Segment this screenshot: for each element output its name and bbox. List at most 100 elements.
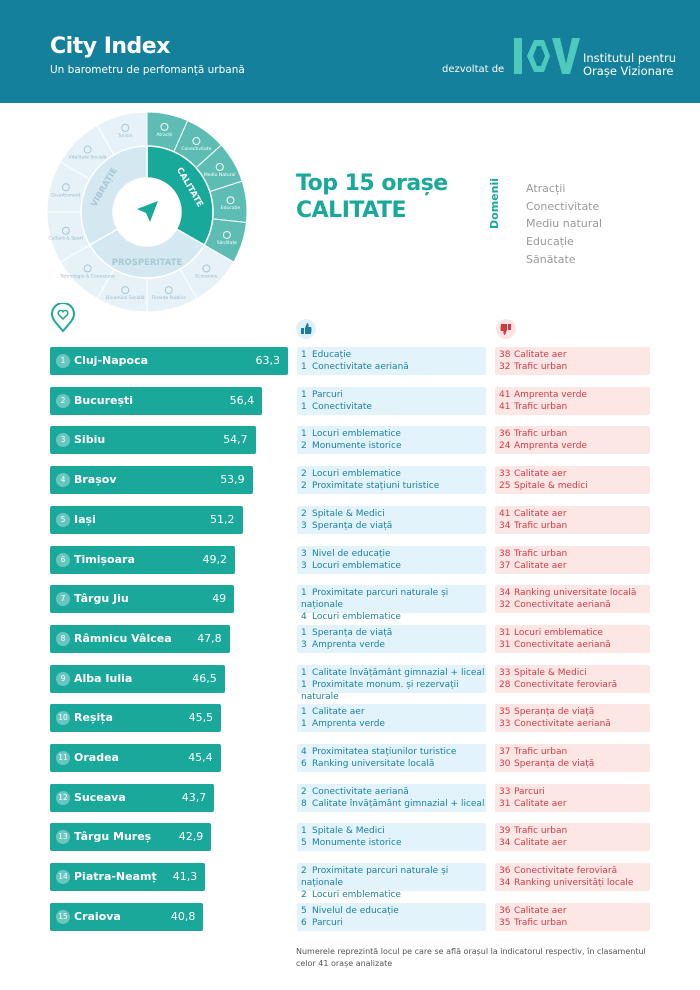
strength-indicator: 2 Proximitate parcuri naturale și naționa… (301, 865, 486, 889)
rank-badge: 10 (56, 711, 70, 726)
rank-badge: 2 (56, 393, 70, 408)
indicator-rank: 2 (301, 890, 307, 901)
domain-item: Sănătate (526, 252, 576, 266)
indicator-rank: 33 (499, 719, 511, 730)
indicator-rank: 2 (301, 866, 307, 877)
rank-badge: 12 (56, 790, 70, 805)
wheel-segment-label: Turism (117, 133, 133, 139)
indicator-name: Trafic urban (514, 826, 568, 837)
indicator-rank: 37 (499, 747, 511, 757)
iov-logo (514, 38, 580, 74)
indicator-name: Calitate aer (514, 798, 567, 809)
indicator-rank: 24 (499, 441, 511, 452)
weakness-indicator: 35 Speranța de viață (499, 706, 650, 718)
city-score: 45,5 (188, 711, 214, 725)
score-bar: 3 Sibiu 54,7 (50, 426, 256, 455)
wheel-segment-label: Sănătate (217, 240, 238, 246)
weaknesses-box: 36 Conectivitate feroviară 34 Ranking unive… (495, 863, 650, 892)
weakness-indicator: 36 Trafic urban (499, 428, 650, 440)
city-row: 11 Oradea 45,4 4 Proximitatea stațiunilor… (0, 744, 700, 772)
city-score: 41,3 (172, 870, 198, 884)
indicator-name: Speranța de viață (514, 707, 595, 718)
wheel-segment-label: Economie (195, 273, 217, 279)
weakness-indicator: 33 Calitate aer (499, 468, 650, 480)
wheel-segment-label: Conectivitate (181, 146, 211, 152)
indicator-rank: 30 (499, 759, 511, 769)
indicator-name: Calitate aer (514, 905, 567, 916)
city-name: Sibiu (74, 433, 106, 447)
score-bar: 12 Suceava 43,7 (50, 783, 215, 812)
indicator-name: Conectivitate feroviară (514, 866, 618, 877)
indicator-name: Nivel de educație (312, 548, 391, 559)
indicator-name: Spitale & Medici (514, 667, 587, 678)
city-score: 56,4 (229, 393, 255, 407)
strength-indicator: 2 Proximitate stațiuni turistice (301, 480, 486, 492)
indicator-rank: 2 (301, 469, 307, 480)
indicator-name: Monumente istorice (312, 441, 402, 452)
city-row: 10 Reșița 45,5 1 Calitate aer 1 Amprenta ve… (0, 704, 700, 733)
city-row: 6 Timișoara 49,2 3 Nivel de educație 3 Locu… (0, 545, 700, 574)
strength-indicator: 3 Locuri emblematice (301, 560, 486, 572)
indicator-name: Conectivitate aeriană (514, 719, 611, 730)
score-bar: 7 Târgu Jiu 49 (50, 585, 235, 614)
indicator-rank: 1 (301, 679, 307, 690)
score-bar: 8 Râmnicu Vâlcea 47,8 (50, 624, 230, 653)
indicator-rank: 33 (499, 786, 511, 797)
weaknesses-box: 33 Parcuri 31 Calitate aer (495, 783, 650, 812)
weaknesses-box: 34 Ranking universitate locală 32 Conectivi… (495, 585, 650, 614)
city-name: Alba Iulia (74, 671, 133, 685)
indicator-rank: 3 (301, 560, 307, 571)
city-score: 49,2 (202, 552, 228, 566)
indicator-rank: 39 (499, 826, 511, 837)
strength-indicator: 4 Locuri emblematice (301, 611, 486, 623)
strength-indicator: 1 Locuri emblematice (301, 428, 486, 440)
navigation-arrow-icon (137, 201, 158, 222)
score-bar: 6 Timișoara 49,2 (50, 545, 235, 574)
weakness-indicator: 34 Trafic urban (499, 520, 650, 532)
strengths-box: 1 Proximitate parcuri naturale și naționa… (297, 585, 486, 622)
city-row: 7 Târgu Jiu 49 1 Proximitate parcuri natu… (0, 585, 700, 622)
indicator-rank: 41 (499, 401, 511, 412)
weakness-indicator: 35 Trafic urban (499, 917, 650, 929)
weakness-indicator: 33 Parcuri (499, 786, 650, 798)
indicator-name: Locuri emblematice (312, 469, 401, 480)
strengths-box: 1 Educație 1 Conectivitate aeriană (297, 347, 486, 375)
indicator-name: Trafic urban (514, 429, 568, 440)
weakness-indicator: 41 Amprenta verde (499, 389, 650, 401)
rank-badge: 11 (56, 751, 70, 765)
strength-indicator: 3 Amprenta verde (301, 639, 486, 651)
city-name: Târgu Jiu (74, 592, 129, 606)
indicator-name: Ranking universitate locală (514, 588, 637, 599)
indicator-name: Proximitate parcuri naturale și național… (301, 866, 449, 889)
indicator-name: Conectivitate aeriană (514, 600, 611, 611)
weakness-indicator: 25 Spitale & medici (499, 480, 650, 492)
strength-indicator: 2 Locuri emblematice (301, 889, 486, 901)
indicator-rank: 33 (499, 667, 511, 678)
strength-indicator: 1 Speranța de viață (301, 627, 486, 639)
indicator-name: Spitale & Medici (312, 826, 385, 837)
indicator-name: Calitate aer (514, 560, 567, 571)
indicator-rank: 4 (301, 612, 307, 623)
indicator-name: Parcuri (312, 917, 343, 928)
strengths-box: 1 Speranța de viață 3 Amprenta verde (297, 624, 486, 653)
indicator-name: Amprenta verde (312, 639, 385, 650)
weakness-indicator: 33 Spitale & Medici (499, 667, 650, 679)
city-score: 49 (212, 592, 227, 606)
indicator-name: Parcuri (514, 786, 545, 797)
indicator-name: Parcuri (312, 389, 343, 400)
indicator-rank: 5 (301, 838, 307, 849)
weakness-indicator: 31 Calitate aer (499, 798, 650, 810)
indicator-rank: 1 (301, 707, 307, 718)
weaknesses-box: 33 Spitale & Medici 28 Conectivitate ferovi… (495, 664, 650, 693)
segment-icon (121, 123, 130, 132)
rank-badge: 1 (56, 354, 70, 368)
segment-icon (121, 286, 130, 295)
score-bar: 2 București 56,4 (50, 386, 263, 415)
indicator-name: Trafic urban (514, 362, 568, 372)
indicator-rank: 41 (499, 389, 511, 400)
city-score: 46,5 (192, 671, 217, 685)
weaknesses-box: 36 Calitate aer 35 Trafic urban (495, 902, 650, 931)
weaknesses-box: 35 Speranța de viață 33 Conectivitate aeria… (495, 704, 650, 733)
strength-indicator: 6 Ranking universitate locală (301, 758, 486, 770)
wheel-segment-label: Mediu Natural (204, 172, 236, 178)
